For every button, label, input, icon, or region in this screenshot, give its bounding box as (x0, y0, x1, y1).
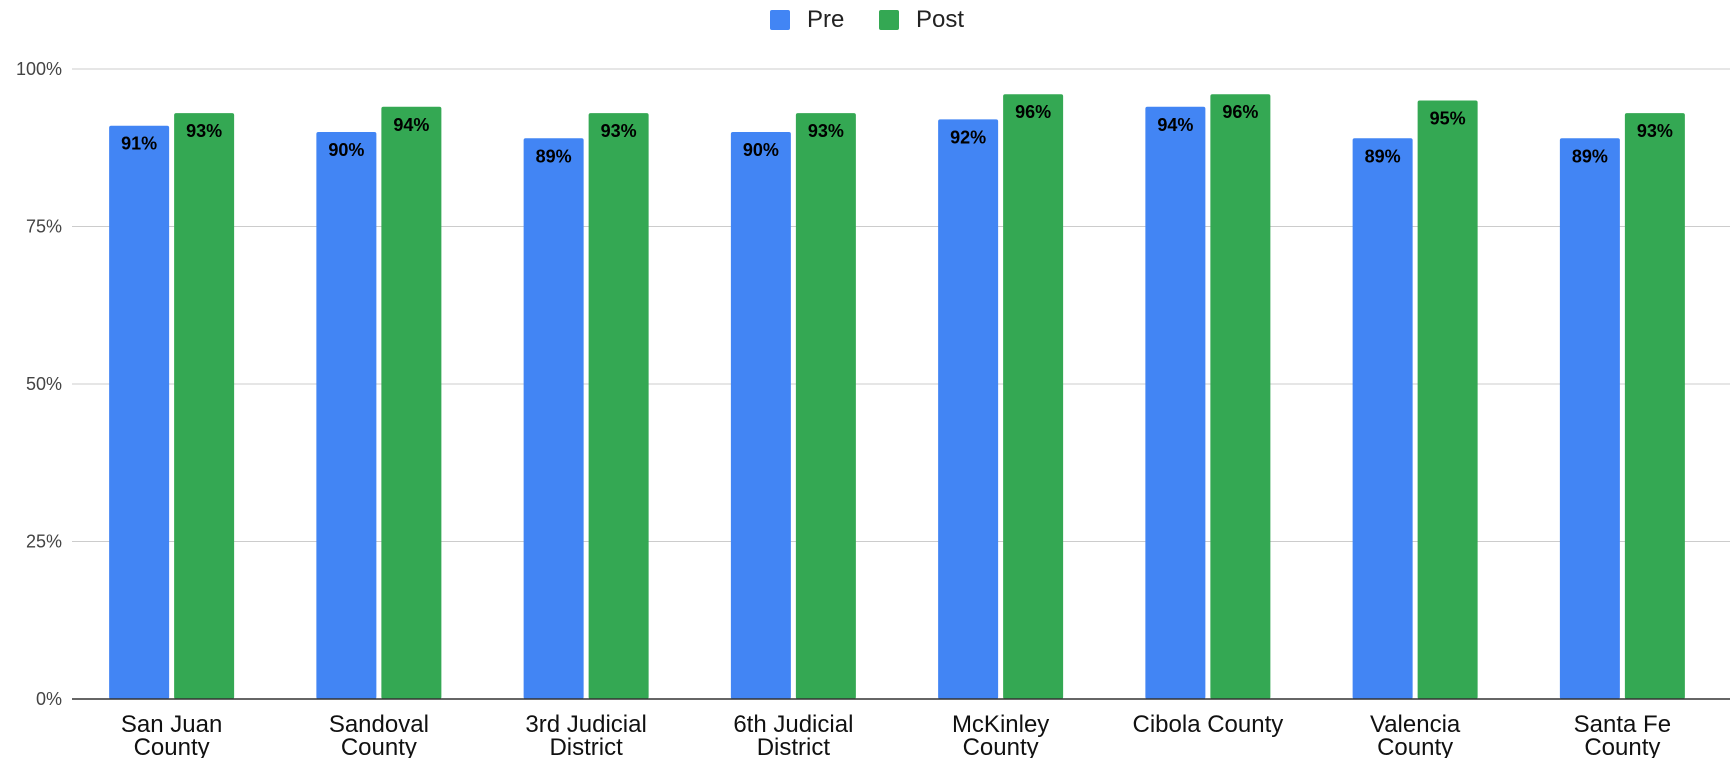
bar-post (1624, 113, 1685, 700)
legend-label-post: Post (916, 6, 964, 33)
data-label-pre: 90% (743, 140, 779, 160)
data-label-pre: 89% (1365, 146, 1401, 166)
bar-pre (1145, 106, 1206, 700)
data-label-pre: 92% (950, 127, 986, 147)
data-label-pre: 89% (1572, 146, 1608, 166)
bars (109, 94, 1685, 700)
data-label-post: 93% (808, 121, 844, 141)
bar-pre (938, 119, 999, 699)
x-category-label: Sandoval County (329, 711, 429, 758)
legend-swatch-pre (770, 10, 790, 30)
x-category-label: San Juan County (121, 711, 222, 758)
x-category-label: 3rd Judicial District (525, 711, 646, 758)
x-category-label: 6th Judicial District (733, 711, 853, 758)
bar-pre (316, 132, 377, 699)
bar-pre (523, 138, 584, 700)
data-label-post: 93% (186, 121, 222, 141)
data-labels: 91% 93% 90% 94% 89% 93% 90% 93% 92% 96% 94% 96% 89% 9… (121, 102, 1673, 166)
x-category-label: Valencia County (1370, 711, 1461, 758)
y-tick-label: 0% (36, 689, 62, 709)
legend-swatch-post (879, 10, 899, 30)
data-label-post: 93% (1637, 121, 1673, 141)
bar-post (174, 113, 235, 700)
data-label-pre: 91% (121, 134, 157, 154)
data-label-post: 93% (601, 121, 637, 141)
bar-post (588, 113, 649, 700)
data-label-post: 96% (1015, 102, 1051, 122)
x-axis-categories: San Juan County Sandoval County 3rd Judicial… (121, 711, 1671, 758)
bar-post (381, 106, 442, 700)
bar-post (795, 113, 856, 700)
data-label-pre: 89% (536, 146, 572, 166)
bar-pre (1352, 138, 1413, 700)
data-label-post: 94% (393, 115, 429, 135)
x-category-label: Santa Fe County (1574, 711, 1671, 758)
y-tick-label: 100% (16, 59, 62, 79)
bar-post (1003, 94, 1064, 699)
x-category-label: Cibola County (1133, 711, 1284, 738)
y-axis-ticks: 0% 25% 50% 75% 100% (16, 59, 62, 709)
bar-pre (730, 132, 791, 699)
bar-pre (109, 125, 170, 699)
y-tick-label: 75% (26, 217, 62, 237)
data-label-pre: 94% (1157, 115, 1193, 135)
bar-post (1417, 100, 1478, 699)
legend: Pre Post (770, 6, 964, 33)
data-label-post: 96% (1222, 102, 1258, 122)
legend-label-pre: Pre (807, 6, 844, 33)
x-category-label: McKinley County (952, 711, 1049, 758)
y-tick-label: 25% (26, 532, 62, 552)
data-label-pre: 90% (328, 140, 364, 160)
y-tick-label: 50% (26, 374, 62, 394)
data-label-post: 95% (1430, 109, 1466, 129)
bar-post (1210, 94, 1271, 699)
bar-pre (1559, 138, 1620, 700)
